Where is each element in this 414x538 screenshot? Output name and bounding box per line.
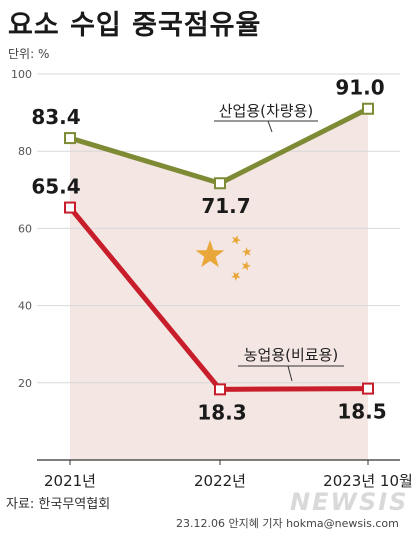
newsis-logo: NEWSIS [290, 488, 408, 516]
star-icon [195, 240, 225, 268]
china-flag-stars-icon [195, 235, 252, 281]
data-point [214, 383, 226, 396]
series-label-leader [287, 365, 293, 382]
y-tick-label: 80 [18, 145, 32, 158]
x-tick-label: 2023년 10월 [323, 472, 413, 490]
y-tick-label: 100 [11, 68, 32, 81]
series-label-agricultural: 농업용(비료용) [244, 346, 339, 364]
star-icon [242, 247, 252, 257]
data-point [362, 382, 374, 395]
source-text: 자료: 한국무역협회 [6, 497, 110, 512]
data-point [214, 177, 226, 190]
data-point [64, 132, 76, 145]
series-label-leader [267, 120, 273, 133]
data-label: 83.4 [31, 105, 80, 129]
star-icon [241, 261, 251, 271]
y-tick-label: 40 [18, 300, 32, 313]
data-label: 18.5 [337, 400, 386, 424]
x-tick-label: 2021년 [44, 472, 96, 490]
plot-area: 20 40 60 80 100 2021년 2022년 2023년 10월 83.4 71.7 91… [11, 68, 413, 490]
series-label-industrial: 산업용(차량용) [219, 102, 314, 120]
data-point [362, 102, 374, 115]
data-label: 65.4 [31, 175, 80, 199]
data-point [64, 201, 76, 214]
unit-label: 단위: % [8, 47, 49, 61]
data-label: 18.3 [197, 400, 246, 424]
data-label: 91.0 [335, 76, 384, 100]
data-label: 71.7 [201, 194, 250, 218]
star-icon [231, 235, 241, 245]
shaded-area [70, 108, 368, 461]
x-tick-label: 2022년 [194, 472, 246, 490]
y-tick-label: 60 [18, 222, 32, 235]
credit-text: 23.12.06 안지혜 기자 hokma@newsis.com [176, 517, 399, 530]
chart-title: 요소 수입 중국점유율 [8, 10, 261, 41]
y-tick-label: 20 [18, 377, 32, 390]
star-icon [231, 271, 241, 281]
